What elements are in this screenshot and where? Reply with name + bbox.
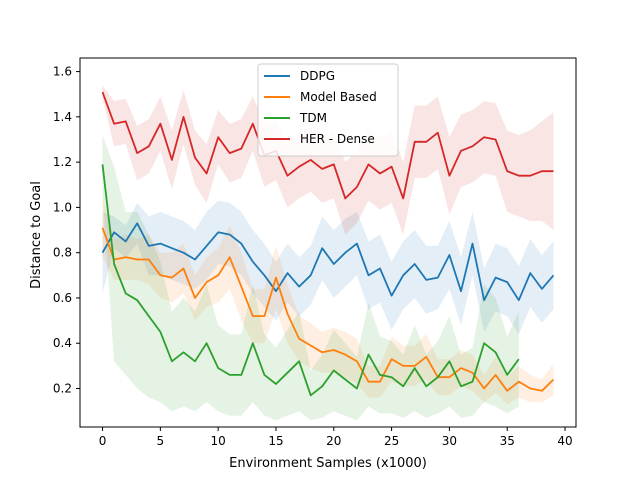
x-tick-label: 30 <box>442 434 457 448</box>
ddpg-line <box>101 222 555 302</box>
y-tick-label: 1.6 <box>53 65 72 79</box>
y-tick-label: 1.2 <box>53 155 72 169</box>
legend: DDPG Model Based TDM HER - Dense <box>257 63 399 157</box>
model-based-legend-label: Model Based <box>300 90 377 104</box>
her-dense-line <box>101 91 554 200</box>
x-tick-label: 20 <box>326 434 341 448</box>
x-tick-label: 35 <box>500 434 515 448</box>
y-tick-label: 1.4 <box>53 110 72 124</box>
confidence-bands <box>102 85 554 421</box>
ddpg-legend-label: DDPG <box>300 69 335 83</box>
y-axis-label: Distance to Goal <box>29 181 44 289</box>
x-axis-label: Environment Samples (x1000) <box>229 456 427 471</box>
x-tick-label: 5 <box>157 434 165 448</box>
x-tick-label: 25 <box>384 434 399 448</box>
y-tick-label: 1.0 <box>53 200 72 214</box>
y-tick-label: 0.8 <box>53 246 72 260</box>
model-based-band <box>102 198 554 405</box>
plot-frame <box>79 57 577 428</box>
model-based-line <box>101 227 555 392</box>
series-lines <box>101 91 555 397</box>
tdm-legend-label: TDM <box>299 111 327 125</box>
y-tick-label: 0.2 <box>53 382 72 396</box>
ddpg-band <box>102 200 554 335</box>
legend-box <box>257 63 399 157</box>
x-tick-label: 0 <box>99 434 107 448</box>
her-dense-band <box>102 85 554 235</box>
x-tick-label: 40 <box>557 434 572 448</box>
x-tick-label: 15 <box>268 434 283 448</box>
y-tick-label: 0.4 <box>53 336 72 350</box>
y-tick-label: 0.6 <box>53 291 72 305</box>
x-tick-label: 10 <box>211 434 226 448</box>
tdm-band <box>102 135 519 421</box>
tdm-line <box>101 164 520 397</box>
her-dense-legend-label: HER - Dense <box>300 132 375 146</box>
axes: 0 5 10 15 20 25 30 35 40 0.2 0.4 0.6 0.8 1.0 1.2 1.4 1.6 <box>53 57 577 448</box>
